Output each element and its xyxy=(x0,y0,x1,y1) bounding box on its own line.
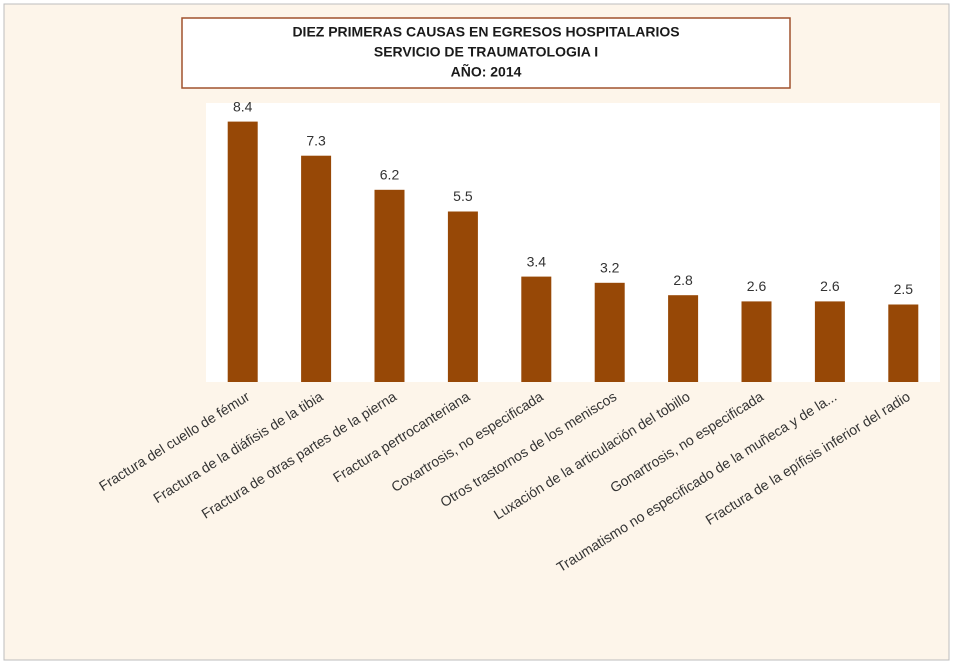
title-box xyxy=(181,17,791,89)
bar xyxy=(227,121,258,382)
chart-title: SERVICIO DE TRAUMATOLOGIA I xyxy=(374,44,598,60)
bar xyxy=(301,155,332,382)
data-label: 6.2 xyxy=(380,167,400,183)
bar xyxy=(668,295,699,382)
bar xyxy=(888,304,919,382)
data-label: 2.6 xyxy=(820,278,840,294)
chart-title: AÑO: 2014 xyxy=(451,63,522,80)
data-label: 2.8 xyxy=(673,272,693,288)
data-label: 5.5 xyxy=(453,188,473,204)
data-label: 3.2 xyxy=(600,260,620,276)
chart-title: DIEZ PRIMERAS CAUSAS EN EGRESOS HOSPITAL… xyxy=(292,24,679,40)
bar xyxy=(447,211,478,382)
bar xyxy=(594,282,625,382)
bar xyxy=(814,301,845,382)
data-label: 2.6 xyxy=(747,278,767,294)
data-label: 7.3 xyxy=(306,132,326,148)
data-label: 2.5 xyxy=(894,281,914,297)
data-label: 3.4 xyxy=(527,253,547,269)
bar xyxy=(741,301,772,382)
bar xyxy=(374,189,405,382)
data-label: 8.4 xyxy=(233,98,253,114)
bar xyxy=(521,276,552,382)
